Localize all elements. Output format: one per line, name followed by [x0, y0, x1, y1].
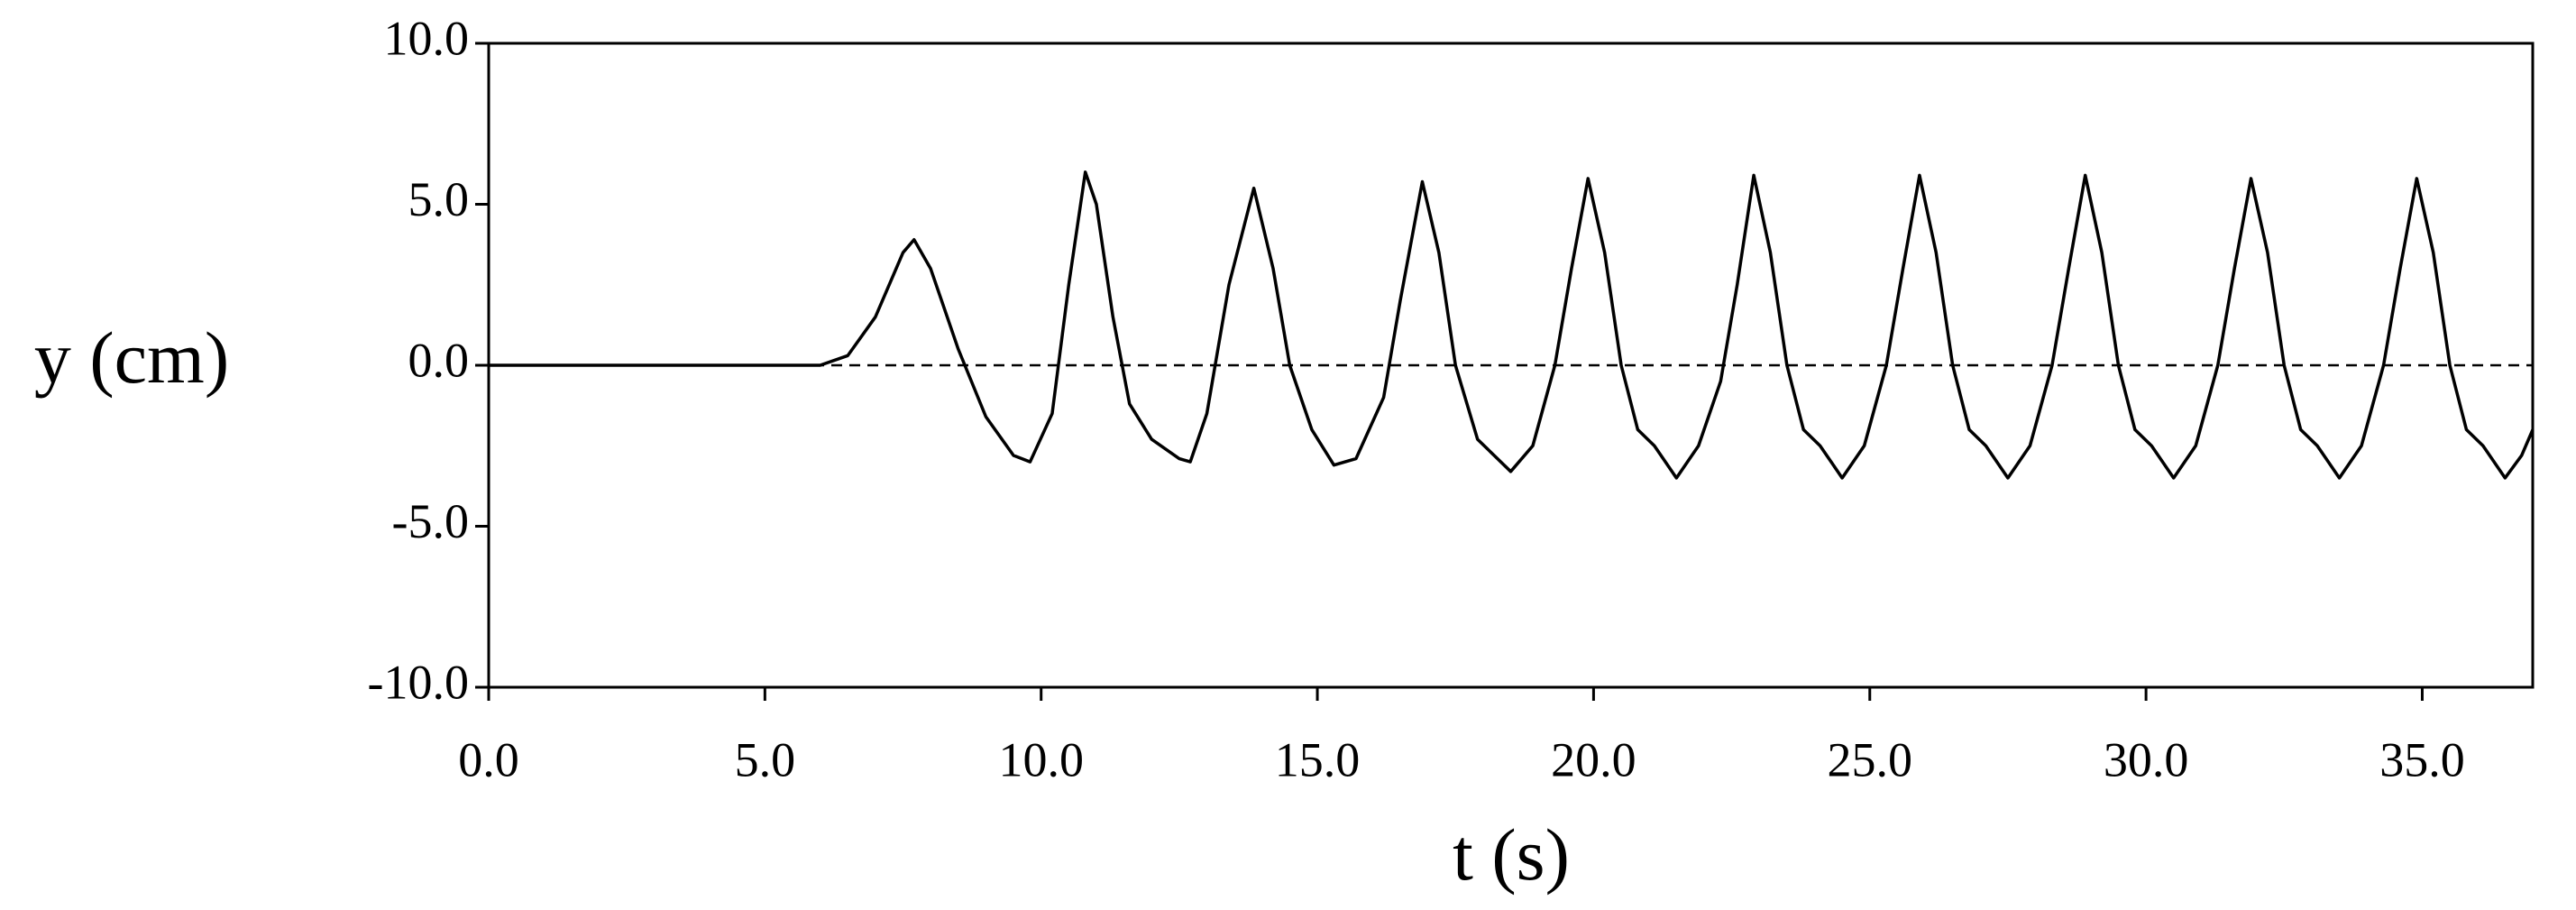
x-tick-label: 0.0: [458, 732, 519, 786]
x-tick-label: 5.0: [735, 732, 796, 786]
y-tick-label: -10.0: [368, 655, 469, 709]
x-tick-label: 10.0: [998, 732, 1084, 786]
x-tick-label: 35.0: [2379, 732, 2465, 786]
x-tick-label: 20.0: [1551, 732, 1636, 786]
y-tick-label: 0.0: [408, 333, 470, 387]
data-line: [489, 170, 2535, 480]
x-tick-label: 25.0: [1828, 732, 1913, 786]
y-tick-label: -5.0: [392, 494, 469, 548]
x-axis-title: t (s): [1453, 813, 1570, 896]
y-tick-label: 10.0: [384, 11, 470, 65]
y-axis-title: y (cm): [34, 317, 229, 399]
x-tick-label: 15.0: [1275, 732, 1361, 786]
y-tick-label: 5.0: [408, 172, 470, 226]
x-tick-label: 30.0: [2104, 732, 2189, 786]
